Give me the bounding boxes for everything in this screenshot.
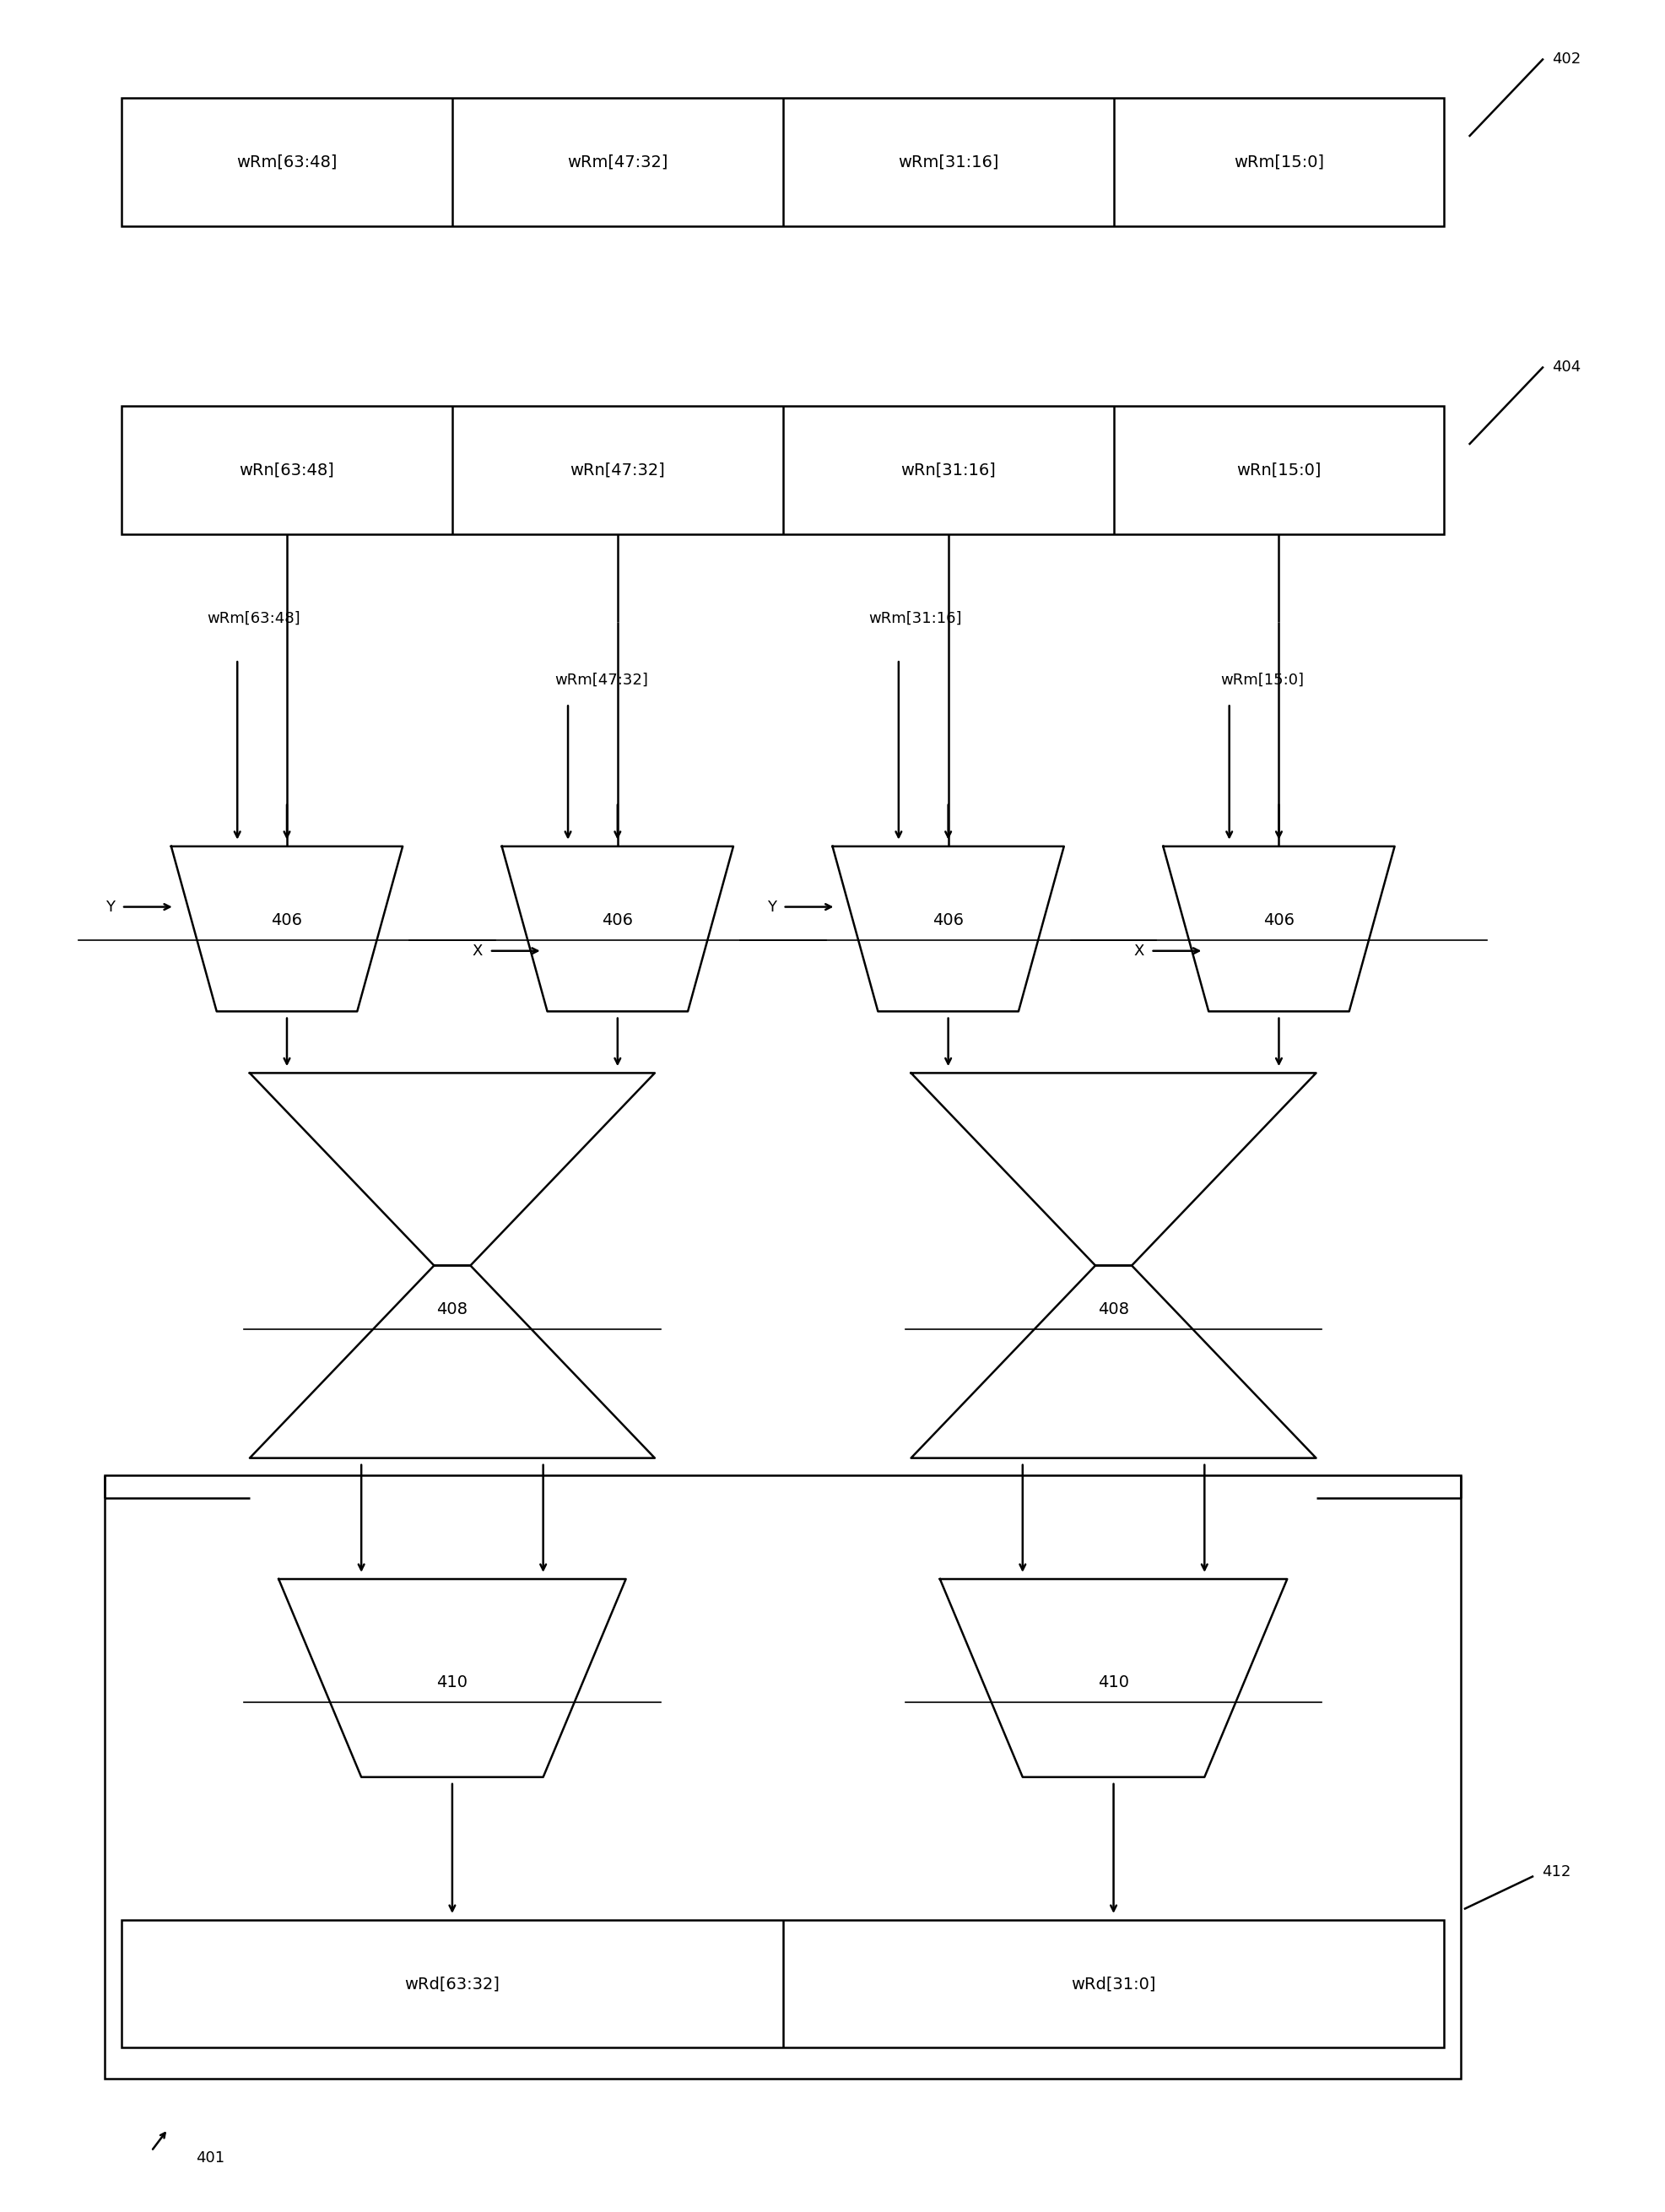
Text: wRn[47:32]: wRn[47:32] xyxy=(569,462,664,478)
Text: 408: 408 xyxy=(1097,1301,1129,1318)
Text: wRd[31:0]: wRd[31:0] xyxy=(1071,1975,1156,1993)
Text: wRm[15:0]: wRm[15:0] xyxy=(1220,672,1304,688)
Text: 406: 406 xyxy=(1264,914,1294,929)
Text: wRn[31:16]: wRn[31:16] xyxy=(901,462,996,478)
Text: 406: 406 xyxy=(932,914,964,929)
Text: 402: 402 xyxy=(1552,51,1580,66)
Text: 410: 410 xyxy=(1097,1674,1129,1690)
Text: Y: Y xyxy=(105,900,115,914)
Text: 412: 412 xyxy=(1542,1865,1570,1880)
Text: wRn[63:48]: wRn[63:48] xyxy=(240,462,335,478)
Text: wRm[63:48]: wRm[63:48] xyxy=(206,611,300,626)
Text: wRm[63:48]: wRm[63:48] xyxy=(236,155,338,170)
Text: wRd[63:32]: wRd[63:32] xyxy=(405,1975,500,1993)
Text: 404: 404 xyxy=(1552,358,1580,374)
Text: wRm[31:16]: wRm[31:16] xyxy=(897,155,999,170)
Text: Y: Y xyxy=(768,900,776,914)
FancyBboxPatch shape xyxy=(122,407,1444,533)
Text: 401: 401 xyxy=(196,2150,225,2166)
Text: X: X xyxy=(1134,942,1144,958)
FancyBboxPatch shape xyxy=(122,1920,1444,2048)
Text: 406: 406 xyxy=(271,914,303,929)
Text: wRm[47:32]: wRm[47:32] xyxy=(554,672,648,688)
Text: X: X xyxy=(473,942,483,958)
FancyBboxPatch shape xyxy=(122,97,1444,226)
FancyBboxPatch shape xyxy=(105,1475,1460,2079)
Text: 410: 410 xyxy=(436,1674,468,1690)
Text: wRm[47:32]: wRm[47:32] xyxy=(568,155,668,170)
Text: wRn[15:0]: wRn[15:0] xyxy=(1237,462,1322,478)
Text: 406: 406 xyxy=(603,914,633,929)
Text: 408: 408 xyxy=(436,1301,468,1318)
Text: wRm[15:0]: wRm[15:0] xyxy=(1234,155,1324,170)
Text: wRm[31:16]: wRm[31:16] xyxy=(869,611,962,626)
